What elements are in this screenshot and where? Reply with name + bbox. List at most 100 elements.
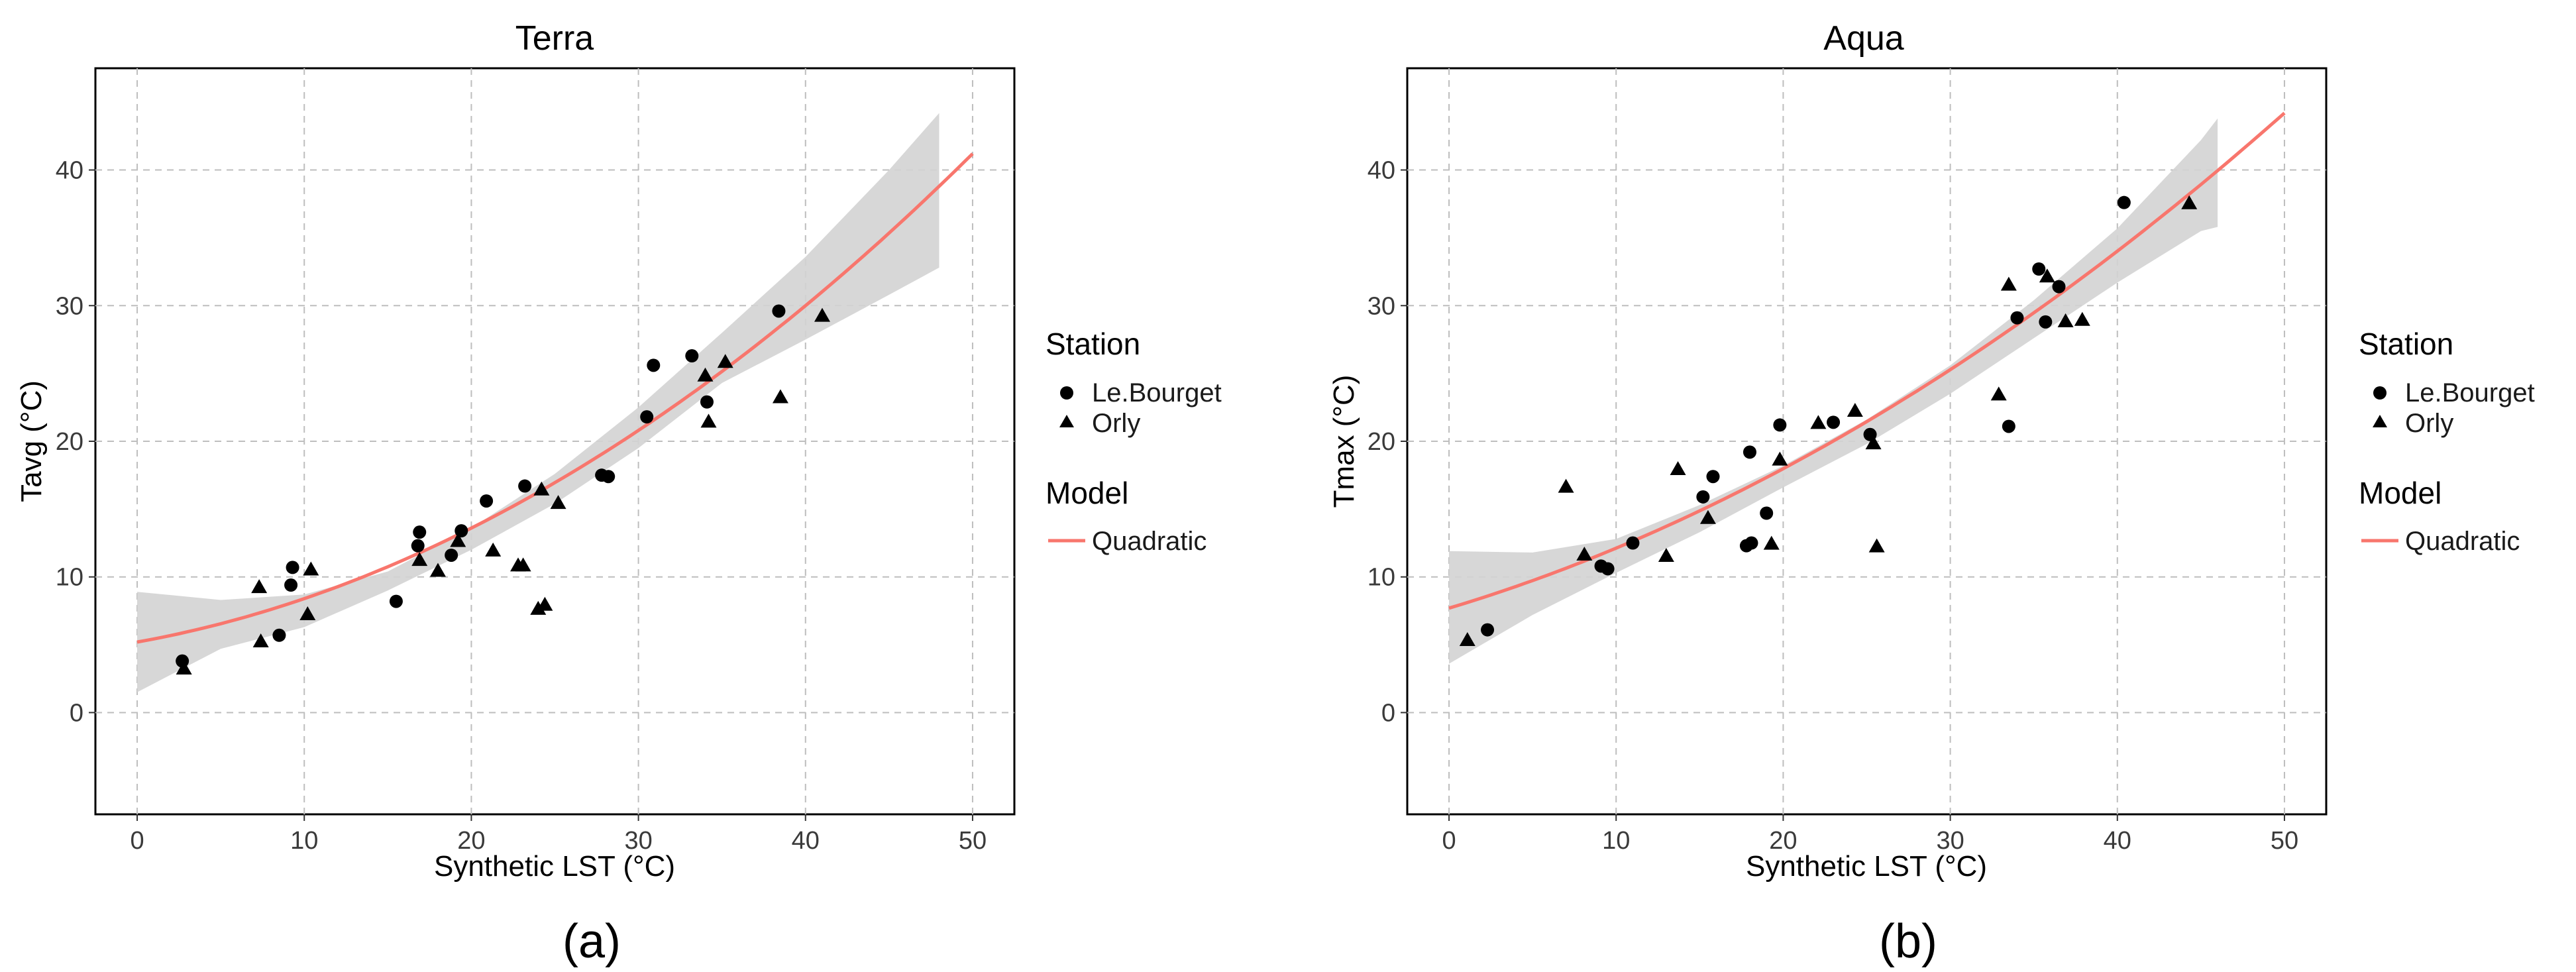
x-tick-label: 40 xyxy=(792,827,820,855)
x-tick-label: 20 xyxy=(457,827,485,855)
point-orly xyxy=(2074,311,2090,326)
point-orly xyxy=(411,552,428,567)
panel-b-legend-model-title: Model xyxy=(2359,476,2442,510)
point-orly xyxy=(717,354,733,368)
point-le-bourget xyxy=(445,548,458,562)
y-tick-label: 30 xyxy=(1368,292,1395,320)
point-orly xyxy=(537,596,553,611)
y-tick-label: 40 xyxy=(1368,157,1395,185)
panel-a-legend-label-quadratic: Quadratic xyxy=(1092,527,1207,556)
point-le-bourget xyxy=(480,494,494,508)
point-orly xyxy=(252,633,269,647)
x-tick-label: 50 xyxy=(959,827,987,855)
point-orly xyxy=(485,542,502,557)
point-orly xyxy=(814,307,830,322)
point-orly xyxy=(1576,546,1593,561)
panel-b-legend-station-title: Station xyxy=(2359,327,2453,361)
panel-b-legend-label-quadratic: Quadratic xyxy=(2405,527,2520,556)
point-orly xyxy=(450,533,466,547)
point-orly xyxy=(1990,386,2007,401)
point-le-bourget xyxy=(389,594,403,608)
panel-b-y-axis-title: Tmax (°C) xyxy=(1328,375,1360,508)
y-tick-label: 10 xyxy=(1368,564,1395,592)
x-tick-label: 30 xyxy=(1936,827,1964,855)
panel-a-y-axis-title: Tavg (°C) xyxy=(15,380,48,502)
x-tick-label: 10 xyxy=(290,827,318,855)
point-le-bourget xyxy=(647,358,661,372)
panel-b-x-axis-title: Synthetic LST (°C) xyxy=(1746,850,1987,883)
x-tick-label: 0 xyxy=(130,827,144,855)
panel-a-legend-station-title: Station xyxy=(1046,327,1140,361)
panel-a-x-axis-title: Synthetic LST (°C) xyxy=(434,850,675,883)
y-tick-label: 0 xyxy=(70,699,83,727)
point-le-bourget xyxy=(2010,311,2024,325)
point-le-bourget xyxy=(1744,536,1758,550)
panel-a: Terra 0 10 20 30 40 50 0 10 20 30 40 Synthetic LS… xyxy=(15,19,1222,968)
caption-a: (a) xyxy=(563,915,621,968)
point-orly xyxy=(1558,478,1574,493)
panel-b-confidence-band xyxy=(1449,118,2218,664)
point-le-bourget xyxy=(411,539,425,553)
point-orly xyxy=(1810,415,1827,429)
panel-a-legend-circle-marker xyxy=(1060,386,1073,400)
panel-a-legend-triangle-marker xyxy=(1059,415,1074,427)
panel-a-confidence-band xyxy=(137,113,939,692)
panel-a-legend-label-orly: Orly xyxy=(1092,409,1140,438)
point-le-bourget xyxy=(1706,470,1720,484)
point-orly xyxy=(251,579,268,594)
x-tick-label: 10 xyxy=(1602,827,1630,855)
point-orly xyxy=(697,367,714,382)
point-le-bourget xyxy=(413,525,427,539)
panel-a-legend: Station Le.Bourget Orly Model Quadratic xyxy=(1046,327,1222,556)
point-le-bourget xyxy=(772,304,786,318)
y-tick-label: 20 xyxy=(56,428,83,456)
point-le-bourget xyxy=(1601,562,1615,576)
y-tick-label: 30 xyxy=(56,292,83,320)
panel-a-y-axis: 0 10 20 30 40 xyxy=(56,157,95,727)
x-tick-label: 30 xyxy=(624,827,652,855)
point-le-bourget xyxy=(1743,445,1756,459)
panel-b: Aqua 0 10 20 30 40 50 0 10 20 30 40 Synthetic LST… xyxy=(1328,19,2535,968)
point-le-bourget xyxy=(1696,490,1710,504)
point-le-bourget xyxy=(2052,280,2066,294)
point-orly xyxy=(176,660,192,675)
panel-a-points xyxy=(176,304,830,675)
point-orly xyxy=(533,481,550,496)
point-le-bourget xyxy=(518,479,532,493)
point-orly xyxy=(1459,631,1476,646)
point-le-bourget xyxy=(1773,418,1787,432)
panel-b-points xyxy=(1459,195,2198,646)
point-orly xyxy=(700,413,717,428)
point-le-bourget xyxy=(700,395,714,409)
point-orly xyxy=(1699,510,1716,524)
x-tick-label: 40 xyxy=(2104,827,2131,855)
panel-b-legend-label-orly: Orly xyxy=(2405,409,2453,438)
point-le-bourget xyxy=(2039,315,2053,329)
y-tick-label: 10 xyxy=(56,564,83,592)
point-le-bourget xyxy=(685,349,699,363)
panel-b-legend: Station Le.Bourget Orly Model Quadratic xyxy=(2359,327,2535,556)
point-le-bourget xyxy=(1481,623,1495,637)
point-orly xyxy=(299,606,316,621)
point-orly xyxy=(550,495,566,510)
panel-b-y-axis: 0 10 20 30 40 xyxy=(1368,157,1407,727)
panel-b-x-axis: 0 10 20 30 40 50 xyxy=(1442,814,2298,855)
panel-a-quadratic-fit-line xyxy=(136,152,974,644)
y-tick-label: 0 xyxy=(1381,699,1395,727)
point-orly xyxy=(1772,451,1788,466)
point-orly xyxy=(2000,276,2017,291)
caption-b: (b) xyxy=(1879,915,1937,968)
point-orly xyxy=(530,600,547,615)
panel-a-x-axis: 0 10 20 30 40 50 xyxy=(130,814,987,855)
point-le-bourget xyxy=(284,578,298,592)
point-orly xyxy=(2039,268,2055,283)
panel-a-legend-model-title: Model xyxy=(1046,476,1128,510)
x-tick-label: 20 xyxy=(1769,827,1797,855)
point-orly xyxy=(772,389,788,404)
point-le-bourget xyxy=(1827,415,1841,429)
panel-b-legend-circle-marker xyxy=(2373,386,2387,400)
x-tick-label: 50 xyxy=(2271,827,2298,855)
panel-b-legend-triangle-marker xyxy=(2373,415,2387,427)
point-orly xyxy=(1865,435,1882,450)
point-le-bourget xyxy=(1626,536,1640,550)
